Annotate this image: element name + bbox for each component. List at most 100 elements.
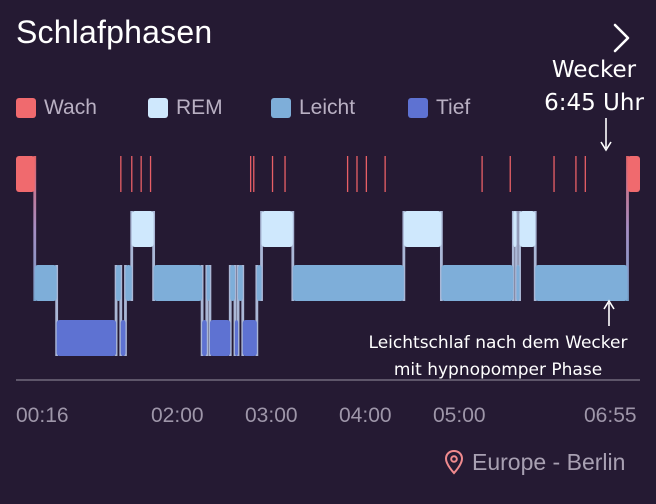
x-tick-label: 03:00 (245, 404, 298, 427)
x-tick-label: 02:00 (151, 404, 204, 427)
wake-tick (284, 156, 286, 192)
legend-label-rem: REM (176, 96, 223, 119)
legend-item-leicht: Leicht (271, 94, 355, 122)
sleep-segment-tief (242, 320, 257, 356)
wake-tick (271, 156, 274, 192)
location-text: Europe - Berlin (472, 448, 626, 475)
x-tick-label: 04:00 (339, 404, 392, 427)
wake-tick (509, 156, 511, 192)
chevron-right-icon[interactable] (604, 20, 640, 56)
sleep-segment-leicht (116, 265, 121, 301)
sleep-segment-rem (403, 211, 442, 247)
light-sleep-arrow-head (603, 299, 615, 310)
wake-tick (481, 156, 483, 192)
sleep-segment-leicht (535, 265, 628, 301)
x-tick-label: 06:55 (584, 404, 637, 427)
sleep-segment-tief (120, 320, 126, 356)
wake-tick (575, 156, 577, 192)
wake-tick (365, 156, 368, 192)
stage-transition (205, 265, 209, 356)
stage-transition (208, 265, 212, 356)
sleep-segment-leicht (441, 265, 514, 301)
stage-transition (55, 265, 59, 356)
wake-tick (253, 156, 255, 192)
legend-swatch-wach (16, 98, 36, 118)
sleep-segment-wach (627, 156, 640, 192)
stage-transition (152, 211, 156, 301)
wake-tick (356, 156, 358, 192)
sleep-segment-tief (209, 320, 231, 356)
sleep-segment-leicht (516, 265, 520, 301)
legend-label-tief: Tief (436, 96, 471, 119)
stage-transition (291, 211, 295, 301)
sleep-segment-rem (261, 211, 293, 247)
wake-tick (346, 156, 349, 192)
alarm-annotation-line2: 6:45 Uhr (544, 90, 644, 116)
stage-transition (515, 211, 518, 301)
sleep-segment-tief (234, 320, 239, 356)
location: Europe - Berlin (444, 446, 625, 478)
alarm-annotation: Wecker 6:45 Uhr (538, 54, 650, 120)
wake-tick (120, 156, 122, 192)
stage-transition (130, 211, 134, 301)
x-tick-label: 05:00 (433, 404, 486, 427)
legend-swatch-rem (148, 98, 168, 118)
sleep-segment-leicht (230, 265, 235, 301)
stage-transition (233, 265, 237, 356)
sleep-segment-tief (202, 320, 207, 356)
wake-tick (553, 156, 555, 192)
stage-transition (119, 265, 123, 356)
alarm-arrow-head (600, 141, 612, 152)
stage-transition (402, 211, 406, 301)
sleep-segment-leicht (292, 265, 404, 301)
sleep-segment-rem (519, 211, 536, 247)
sleep-segment-wach (16, 156, 35, 192)
annotation-arrows (600, 118, 615, 326)
sleep-segment-tief (56, 320, 117, 356)
stage-transition (228, 265, 232, 356)
wake-tick (140, 156, 142, 192)
stage-transition (260, 211, 263, 301)
x-tick-label: 00:16 (16, 404, 69, 427)
stage-transition (255, 265, 259, 356)
stage-transition (518, 211, 521, 301)
legend-swatch-leicht (271, 98, 291, 118)
legend-label-wach: Wach (44, 96, 97, 119)
stage-transition (33, 156, 37, 301)
sleep-segment-leicht (34, 265, 57, 301)
stage-transition (439, 211, 443, 301)
wake-tick (149, 156, 152, 192)
wake-tick (249, 156, 252, 192)
sleep-segment-leicht (238, 265, 243, 301)
legend-swatch-tief (408, 98, 428, 118)
light-sleep-annotation-line1: Leichtschlaf nach dem Wecker (368, 333, 628, 353)
sleep-segment-leicht (125, 265, 132, 301)
stage-transition (124, 265, 127, 356)
sleep-segment-leicht (206, 265, 210, 301)
light-sleep-annotation: Leichtschlaf nach dem Wecker mit hypnopo… (340, 330, 656, 384)
stage-transition (114, 265, 118, 356)
sleep-segment-leicht (153, 265, 203, 301)
alarm-annotation-line1: Wecker (551, 57, 637, 83)
stage-transition (236, 265, 240, 356)
light-sleep-annotation-line2: mit hypnopomper Phase (393, 360, 603, 380)
legend-item-wach: Wach (16, 94, 97, 122)
page-title: Schlafphasen (16, 14, 213, 50)
stage-transition (511, 211, 515, 301)
wake-tick (131, 156, 133, 192)
legend-item-tief: Tief (408, 94, 470, 122)
stage-transition (533, 211, 537, 301)
sleep-segment-leicht (256, 265, 262, 301)
legend-item-rem: REM (148, 94, 223, 122)
location-pin-icon (444, 449, 464, 475)
sleep-segment-rem (131, 211, 154, 247)
legend-label-leicht: Leicht (299, 96, 356, 119)
wake-tick (584, 156, 586, 192)
stage-transition (200, 265, 204, 356)
sleep-segment-rem (513, 211, 517, 247)
stage-transition (626, 156, 629, 301)
stage-transition (241, 265, 245, 356)
wake-tick (384, 156, 386, 192)
